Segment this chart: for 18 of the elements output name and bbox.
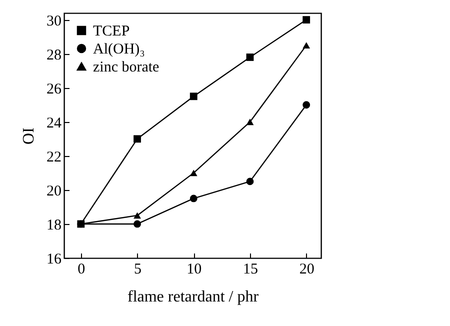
- y-tick-label: 16: [46, 252, 62, 268]
- legend-label: Al(OH)₃: [93, 42, 145, 58]
- x-tick-label: 10: [186, 262, 202, 278]
- y-tick-label: 20: [46, 183, 62, 200]
- legend-label: TCEP: [93, 24, 130, 40]
- y-tick-label: 26: [46, 81, 62, 98]
- x-tick-label: 0: [78, 262, 86, 278]
- y-tick-label: 22: [46, 149, 62, 166]
- x-axis-title: flame retardant / phr: [127, 288, 260, 306]
- y-tick-label: 28: [46, 47, 62, 64]
- y-tick-label: 24: [46, 115, 62, 132]
- y-tick-label: 30: [46, 13, 62, 30]
- y-tick-label: 18: [46, 217, 62, 234]
- legend-label: zinc borate: [93, 60, 160, 76]
- x-tick-label: 5: [134, 262, 142, 278]
- x-tick-label: 20: [299, 262, 314, 278]
- y-axis-title: OI: [20, 128, 38, 144]
- x-tick-label: 15: [242, 262, 258, 278]
